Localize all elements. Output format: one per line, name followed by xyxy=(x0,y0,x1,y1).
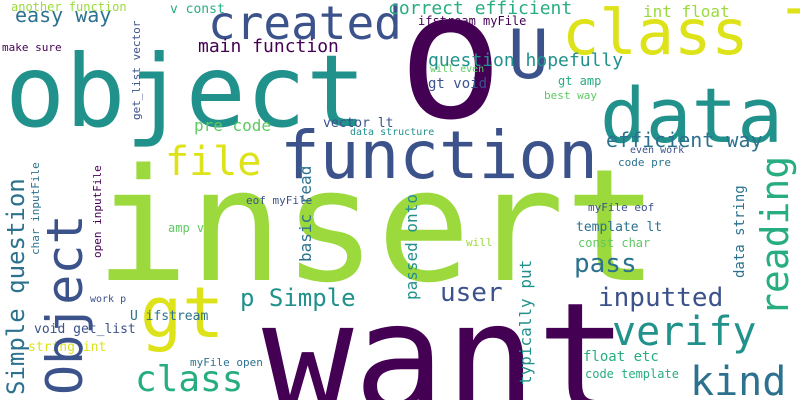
word-question-hopefully: question hopefully xyxy=(428,50,624,71)
word-gt-void: gt void xyxy=(428,76,488,92)
word-insert: insert xyxy=(95,135,659,317)
word-amp-v: amp v xyxy=(168,221,205,235)
word-created: created xyxy=(208,0,402,50)
word-object-cap: Object xyxy=(36,214,94,395)
word-reading: reading xyxy=(753,155,797,316)
word-code-template: code template xyxy=(585,367,679,381)
word-another-function: another function xyxy=(11,0,127,14)
word-typically-put: typically put xyxy=(516,259,535,385)
word-code-pre: code pre xyxy=(618,156,671,169)
word-pre-code: pre code xyxy=(194,116,272,135)
word-gt-amp: gt amp xyxy=(558,74,602,88)
word-correct-efficient: correct efficient xyxy=(388,0,573,19)
word-gt: gt xyxy=(140,272,225,354)
word-ifstream-myfile: ifstream myFile xyxy=(418,14,527,28)
word-myfile-open: myFile open xyxy=(190,356,263,369)
word-void-get-list: void get_list xyxy=(34,322,136,337)
word-v-const: v const xyxy=(170,2,225,17)
word-simple-question: Simple question xyxy=(2,178,30,395)
word-make-sure: make sure xyxy=(2,41,62,54)
word-u-ifstream: U ifstream xyxy=(130,309,209,324)
word-will-even: will even xyxy=(430,64,485,75)
word-vector-lt: vector lt xyxy=(323,116,394,131)
word-open-inputfile: open inputFile xyxy=(91,165,104,258)
word-basic-read: basic read xyxy=(296,165,315,262)
word-passed-onto: passed onto xyxy=(402,194,421,300)
word-function: function xyxy=(280,117,598,194)
word-efficient-way: efficient way xyxy=(606,128,763,152)
word-p-simple: p Simple xyxy=(240,284,356,312)
word-eof-myfile: eof myFile xyxy=(246,194,313,207)
word-object: object xyxy=(5,33,367,150)
word-myfile-eof: myFile eof xyxy=(588,201,655,214)
word-float-etc: float etc xyxy=(583,349,659,365)
word-const-char: const char xyxy=(578,236,651,250)
word-template-lt: template lt xyxy=(576,220,663,235)
word-easy-way: easy way xyxy=(15,3,112,27)
word-will-go: will go xyxy=(466,236,513,249)
word-data-structure: data structure xyxy=(350,127,435,138)
word-string-int: string int xyxy=(28,340,107,355)
word-best-way: best way xyxy=(544,89,597,102)
word-kind: kind xyxy=(690,359,787,400)
word-u: U xyxy=(508,16,549,95)
word-data-string: data string xyxy=(732,185,748,278)
word-int-float: int float xyxy=(643,2,730,21)
word-class-t: class T xyxy=(562,0,800,69)
word-data: data xyxy=(600,71,784,160)
word-get-list-vector: get_list vector xyxy=(130,20,143,120)
word-work-p: work p xyxy=(90,294,127,305)
word-even-work: even work xyxy=(630,145,685,156)
word-main-function: main function xyxy=(198,36,339,57)
word-pass: pass xyxy=(574,249,637,279)
word-want: want xyxy=(262,270,629,400)
word-big-o: o xyxy=(398,0,504,159)
word-user: user xyxy=(440,278,503,308)
word-char-inputfile: char inputFile xyxy=(29,162,42,255)
word-inputted: inputted xyxy=(598,283,724,313)
word-file: file xyxy=(165,139,262,185)
word-verify: verify xyxy=(612,309,757,355)
word-class: class xyxy=(135,359,244,400)
